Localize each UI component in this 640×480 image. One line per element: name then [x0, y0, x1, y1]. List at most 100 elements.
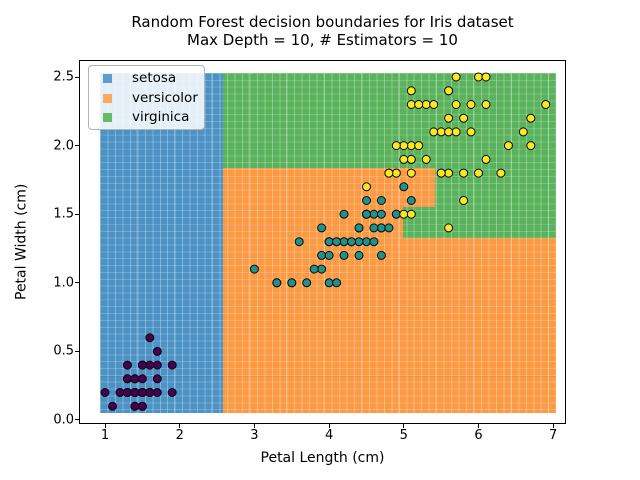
point-virginica: [406, 154, 416, 164]
point-versicolor: [272, 278, 282, 288]
point-virginica: [406, 209, 416, 219]
plot-area: setosa versicolor virginica: [80, 61, 565, 423]
region-versicolor: [223, 237, 557, 414]
point-virginica: [481, 100, 491, 109]
point-versicolor: [362, 237, 371, 247]
point-versicolor: [249, 264, 259, 274]
point-virginica: [474, 168, 483, 178]
point-versicolor: [362, 209, 371, 219]
point-setosa: [137, 401, 147, 411]
point-setosa: [115, 388, 125, 397]
chart-title-line1: Random Forest decision boundaries for Ir…: [131, 13, 514, 31]
point-virginica: [444, 113, 454, 123]
point-versicolor: [339, 209, 349, 219]
point-virginica: [406, 86, 416, 96]
point-virginica: [451, 127, 461, 137]
point-versicolor: [287, 278, 297, 288]
x-tick-mark: [328, 424, 330, 428]
point-virginica: [459, 168, 469, 178]
y-tick-label: 0.5: [53, 343, 74, 359]
point-virginica: [444, 223, 454, 233]
x-tick-mark: [179, 424, 181, 428]
point-virginica: [436, 168, 446, 178]
point-virginica: [414, 100, 424, 109]
x-tick-label: 5: [399, 428, 408, 443]
point-virginica: [429, 100, 439, 109]
point-setosa: [167, 360, 177, 370]
point-versicolor: [294, 237, 304, 247]
point-virginica: [466, 100, 476, 109]
point-setosa: [167, 388, 177, 397]
point-virginica: [474, 72, 483, 82]
point-setosa: [130, 388, 140, 397]
legend-swatch-virginica-icon: [103, 113, 112, 123]
point-virginica: [391, 168, 401, 178]
point-virginica: [503, 141, 513, 151]
point-setosa: [137, 360, 147, 370]
x-tick-mark: [104, 424, 106, 428]
point-virginica: [362, 182, 371, 192]
y-tick-mark: [75, 213, 79, 215]
point-versicolor: [317, 264, 327, 274]
legend-item-versicolor: versicolor: [97, 89, 198, 109]
legend-label-versicolor: versicolor: [132, 89, 198, 106]
point-virginica: [391, 141, 401, 151]
y-tick-mark: [75, 76, 79, 78]
point-versicolor: [324, 237, 334, 247]
point-setosa: [108, 401, 117, 411]
point-virginica: [414, 141, 424, 151]
point-virginica: [421, 154, 431, 164]
point-virginica: [526, 113, 536, 123]
x-tick-mark: [478, 424, 479, 428]
point-virginica: [459, 196, 469, 205]
point-versicolor: [376, 250, 386, 260]
point-setosa: [152, 374, 162, 384]
point-setosa: [152, 388, 162, 397]
point-versicolor: [399, 182, 409, 192]
point-virginica: [421, 100, 431, 109]
point-virginica: [444, 86, 454, 96]
y-tick-label: 2.0: [53, 138, 74, 154]
point-versicolor: [317, 250, 327, 260]
point-versicolor: [324, 250, 334, 260]
x-tick-label: 6: [474, 428, 483, 443]
legend-swatch-setosa-icon: [103, 74, 112, 84]
x-tick-label: 2: [175, 428, 184, 443]
chart-title-line2: Max Depth = 10, # Estimators = 10: [187, 31, 458, 49]
point-versicolor: [384, 223, 394, 233]
y-tick-mark: [75, 350, 79, 352]
y-tick-label: 1.5: [53, 206, 74, 222]
x-tick-label: 7: [549, 428, 558, 443]
x-tick-mark: [552, 424, 554, 428]
point-versicolor: [369, 237, 379, 247]
point-versicolor: [354, 250, 364, 260]
legend: setosa versicolor virginica: [88, 65, 205, 130]
point-virginica: [406, 100, 416, 109]
legend-label-virginica: virginica: [132, 109, 190, 126]
legend-item-setosa: setosa: [97, 69, 196, 89]
point-virginica: [459, 113, 469, 123]
point-setosa: [130, 401, 140, 411]
point-versicolor: [362, 196, 371, 205]
y-tick-mark: [75, 282, 79, 284]
point-versicolor: [369, 209, 379, 219]
point-setosa: [122, 388, 132, 397]
point-virginica: [384, 168, 394, 178]
x-tick-label: 4: [324, 428, 334, 443]
point-versicolor: [332, 237, 342, 247]
point-setosa: [122, 374, 132, 384]
point-versicolor: [376, 223, 386, 233]
chart-title: Random Forest decision boundaries for Ir…: [80, 13, 565, 49]
point-setosa: [100, 388, 110, 397]
point-versicolor: [332, 278, 342, 288]
point-virginica: [451, 100, 461, 109]
point-setosa: [130, 374, 140, 384]
legend-swatch-versicolor-icon: [103, 93, 112, 103]
y-tick-label: 1.0: [53, 275, 74, 291]
legend-label-setosa: setosa: [132, 70, 177, 87]
y-tick-mark: [75, 419, 79, 421]
x-tick-mark: [253, 424, 255, 428]
x-tick-label: 1: [100, 428, 110, 443]
point-virginica: [399, 209, 409, 219]
